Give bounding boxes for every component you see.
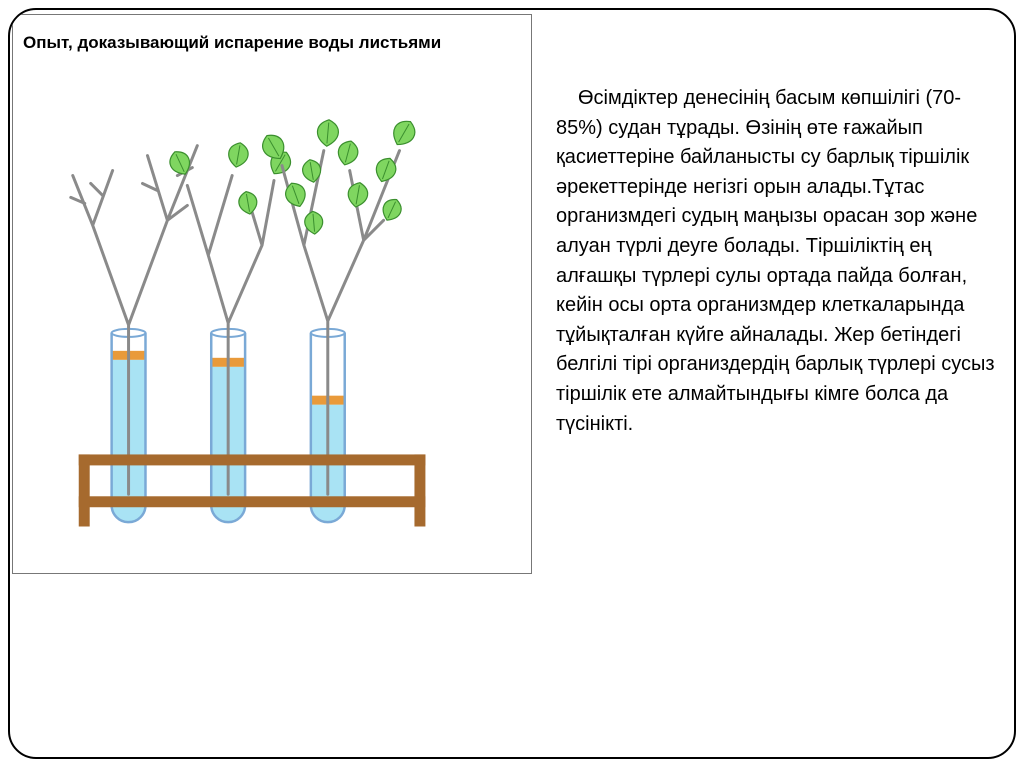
experiment-title: Опыт, доказывающий испарение воды листья… (23, 33, 441, 53)
page-frame: Опыт, доказывающий испарение воды листья… (8, 8, 1016, 759)
body-paragraph: Өсімдіктер денесінің басым көпшілігі (70… (556, 84, 996, 439)
experiment-diagram (13, 55, 531, 565)
content-row: Опыт, доказывающий испарение воды листья… (10, 10, 1014, 757)
experiment-panel: Опыт, доказывающий испарение воды листья… (12, 14, 532, 574)
text-panel: Өсімдіктер денесінің басым көпшілігі (70… (532, 10, 1014, 757)
